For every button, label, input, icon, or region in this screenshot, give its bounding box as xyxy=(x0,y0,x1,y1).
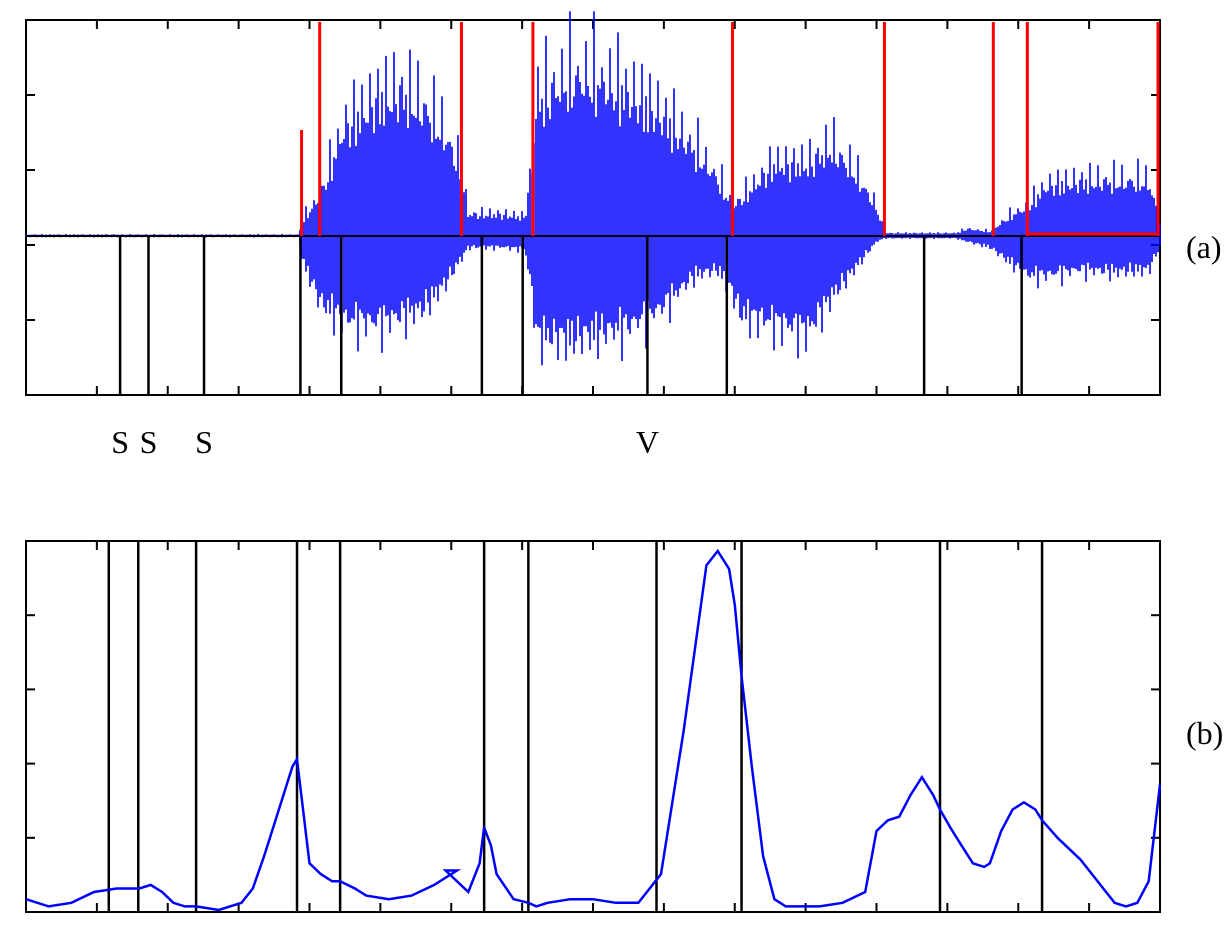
panel-a-label: (a) xyxy=(1186,229,1222,265)
panel-a-annotation: S xyxy=(195,424,213,460)
panel-a-frame xyxy=(25,19,1161,396)
panel-a-annotation: S xyxy=(140,424,158,460)
panel-b-ticks xyxy=(26,541,1160,912)
panel-a-boundaries xyxy=(300,22,1160,236)
panel-b-markers xyxy=(107,541,1044,912)
panel-a-markers xyxy=(118,236,1023,395)
panel-a-ticks xyxy=(26,20,1160,395)
panel-a-waveform xyxy=(25,11,1161,366)
panel-b-label: (b) xyxy=(1186,715,1223,751)
panel-b-curve xyxy=(25,548,1162,912)
panel-a-annotation: S xyxy=(111,424,129,460)
panel-b: (b) xyxy=(25,540,1223,913)
panel-a-annotation: V xyxy=(636,424,659,460)
